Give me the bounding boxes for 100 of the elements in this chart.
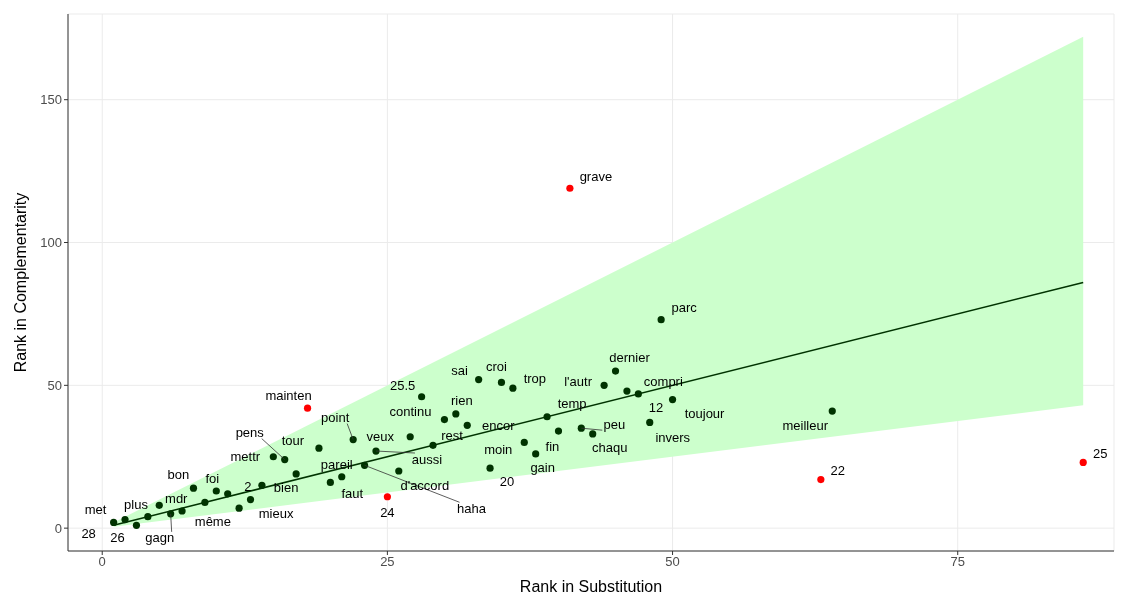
annotation: rest (441, 427, 464, 443)
point (623, 387, 631, 395)
point (577, 424, 585, 432)
annotation: grave (579, 168, 613, 184)
point (406, 433, 414, 441)
point (566, 184, 574, 192)
point (235, 504, 243, 512)
y-tick-label: 0 (54, 520, 62, 536)
annotation: gagn (145, 530, 175, 546)
point (554, 427, 563, 435)
point (292, 470, 300, 478)
annotation: 12 (648, 399, 664, 415)
annotation: bon (167, 466, 190, 482)
annotation: peu (603, 416, 626, 432)
point (817, 475, 825, 484)
point (110, 518, 118, 527)
annotation: l'autr (564, 373, 593, 389)
point (520, 438, 528, 447)
point (281, 456, 289, 464)
annotation: gain (530, 460, 555, 476)
point (440, 416, 449, 424)
annotation: rien (450, 393, 473, 409)
point (634, 390, 642, 398)
point (338, 473, 346, 481)
point (144, 513, 152, 521)
annotation: meilleur (782, 417, 829, 433)
annotation: 24 (380, 505, 395, 521)
annotation: d'accord (400, 477, 450, 493)
annotation: moin (484, 441, 513, 457)
y-tick-label: 100 (40, 235, 62, 251)
annotation: parc (671, 300, 698, 316)
annotation: 26 (110, 529, 125, 545)
annotation: toujour (684, 406, 726, 422)
point (486, 464, 494, 472)
point (543, 413, 551, 421)
annotation: mainten (265, 387, 312, 403)
x-tick-label: 25 (380, 554, 395, 570)
annotation: plus (124, 497, 149, 513)
annotation: point (321, 410, 350, 426)
annotation: tour (281, 432, 305, 448)
annotation: chaqu (592, 440, 628, 456)
point (258, 481, 266, 489)
point (828, 407, 836, 415)
point (326, 478, 334, 487)
point (155, 501, 163, 509)
x-tick-label: 50 (665, 554, 680, 570)
point (657, 316, 665, 324)
y-tick-label: 150 (40, 92, 62, 108)
point (383, 493, 391, 501)
point (589, 430, 597, 438)
point (497, 378, 506, 387)
annotation: pareil (320, 457, 353, 473)
annotation: 22 (830, 463, 846, 479)
point (315, 444, 323, 452)
annotation: dernier (609, 349, 651, 365)
point (212, 487, 220, 495)
point (668, 396, 677, 404)
point (395, 467, 403, 475)
annotation: 20 (499, 473, 515, 489)
annotation: compri (643, 374, 683, 390)
annotation: même (194, 513, 231, 529)
point (429, 441, 437, 449)
annotation: temp (557, 396, 587, 412)
point (452, 410, 460, 418)
y-axis-title: Rank in Complementarity (11, 192, 29, 373)
point (611, 367, 620, 375)
point (646, 418, 654, 427)
y-tick-label: 50 (47, 377, 62, 393)
annotation: foi (205, 470, 220, 486)
annotation: croi (485, 358, 508, 374)
annotation: haha (457, 500, 487, 516)
point (201, 498, 209, 507)
annotation: met (84, 501, 107, 517)
annotation: mettr (230, 449, 261, 465)
annotation: continu (389, 404, 432, 420)
annotation: pens (235, 425, 265, 441)
x-tick-label: 0 (98, 554, 106, 570)
annotation: trop (523, 370, 547, 386)
point (418, 393, 426, 401)
annotation: encor (481, 417, 516, 433)
annotation: 25 (1092, 445, 1108, 461)
x-axis-title: Rank in Substitution (519, 578, 663, 595)
point (509, 384, 517, 392)
annotation: bien (273, 480, 299, 496)
annotation: invers (655, 429, 691, 445)
point (600, 381, 608, 389)
annotation: faut (341, 485, 364, 501)
point (167, 510, 175, 518)
annotation: sai (451, 363, 469, 379)
point (132, 521, 141, 529)
point (189, 484, 198, 492)
point (463, 421, 471, 429)
annotation: 2 (244, 478, 252, 494)
point (269, 453, 277, 461)
point (224, 490, 232, 498)
annotation: 28 (81, 525, 96, 541)
annotation: mieux (258, 505, 294, 521)
annotation: aussi (411, 451, 443, 467)
point (1079, 458, 1087, 467)
annotation: 25.5 (389, 378, 416, 394)
